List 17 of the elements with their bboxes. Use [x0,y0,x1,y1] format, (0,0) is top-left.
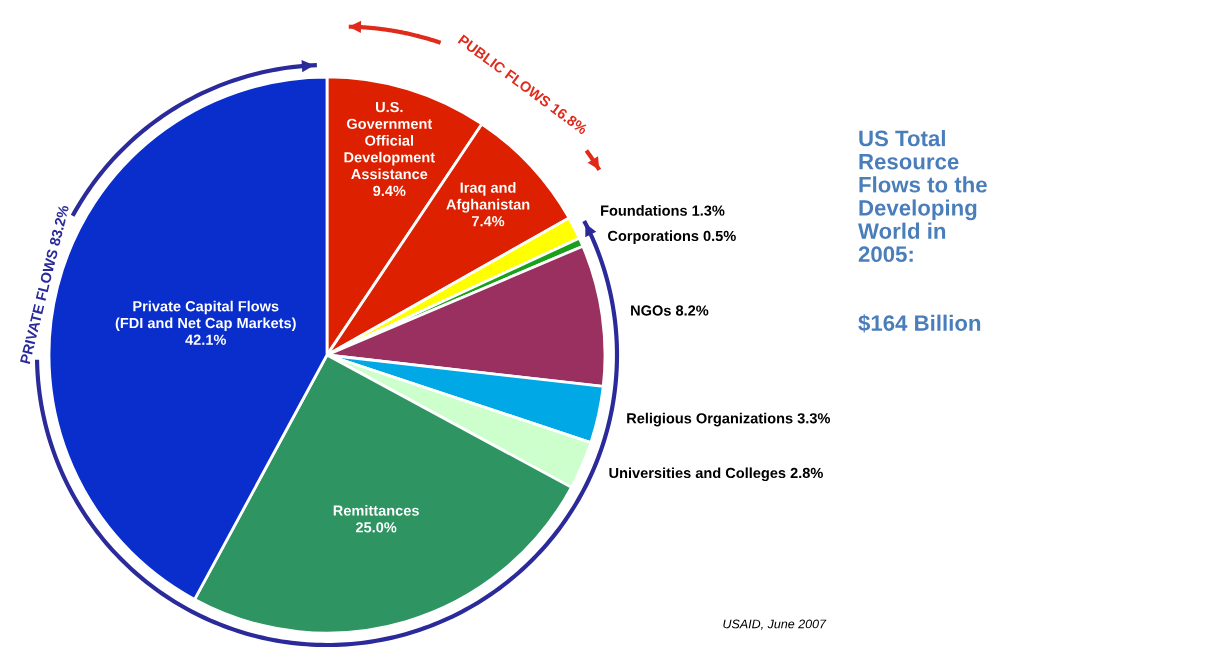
slice-label: Foundations 1.3% [601,205,725,216]
slice-label: U.S. Government Official Development Assistance [344,101,435,180]
slice-label: Iraq and Afghanistan [446,182,530,213]
text: $164 Billion [858,314,981,333]
text: USAID, June 2007 [723,619,827,630]
slice-label: Corporations 0.5% [608,230,736,244]
data-label: 7.4% [472,216,505,227]
slice-label: Universities and Colleges 2.8% [609,467,823,482]
data-label: 25.0% [355,522,397,533]
slice-label: Religious Organizations 3.3% [627,412,831,427]
text: PRIVATE FLOWS 83.2% [19,204,70,364]
data-label: 42.1% [185,334,227,345]
data-label: 9.4% [373,185,406,197]
slice-label: NGOs 8.2% [631,305,709,316]
text: US Total Resource Flows to the Developing World in 2005: [858,130,987,263]
slice-label: Private Capital Flows (FDI and Net Cap Markets) [115,300,296,332]
slice-label: Remittances [333,505,419,516]
